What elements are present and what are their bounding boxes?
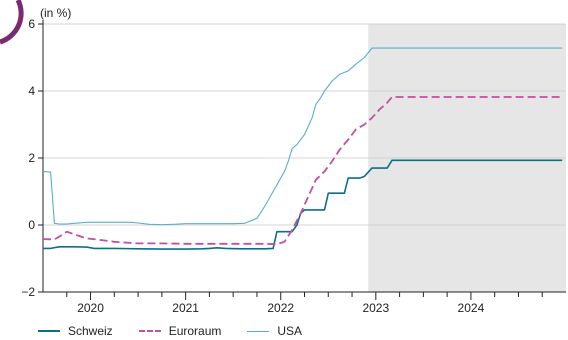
y-unit-label: (in %) [40, 6, 71, 20]
x-tick-label: 2022 [267, 301, 294, 315]
x-tick-label: 2020 [77, 301, 104, 315]
series-line-euroraum [42, 96, 563, 245]
legend-label-euroraum: Euroraum [168, 324, 222, 338]
legend-item-schweiz: Schweiz [38, 324, 113, 338]
legend-label-usa: USA [277, 324, 303, 338]
corner-logo-arc [0, 0, 24, 45]
legend: Schweiz Euroraum USA [38, 324, 302, 338]
y-tick-label: 6 [28, 17, 35, 31]
y-tick-label: −2 [21, 285, 35, 299]
x-tick-label: 2024 [458, 301, 485, 315]
x-tick-label: 2021 [172, 301, 199, 315]
x-tick-label: 2023 [362, 301, 389, 315]
legend-item-usa: USA [247, 324, 302, 338]
legend-swatch-euroraum [138, 330, 161, 332]
y-tick-label: 0 [28, 218, 35, 232]
legend-swatch-schweiz [38, 330, 60, 332]
series-line-usa [42, 47, 563, 226]
plot-area: −2 0 2 4 6 2020 2021 2022 2023 2024 [21, 17, 566, 315]
series-line-schweiz [43, 159, 563, 250]
legend-item-euroraum: Euroraum [138, 324, 222, 338]
legend-swatch-usa [247, 330, 270, 332]
y-tick-label: 4 [28, 84, 35, 98]
y-tick-label: 2 [28, 151, 35, 165]
legend-label-schweiz: Schweiz [68, 324, 113, 338]
